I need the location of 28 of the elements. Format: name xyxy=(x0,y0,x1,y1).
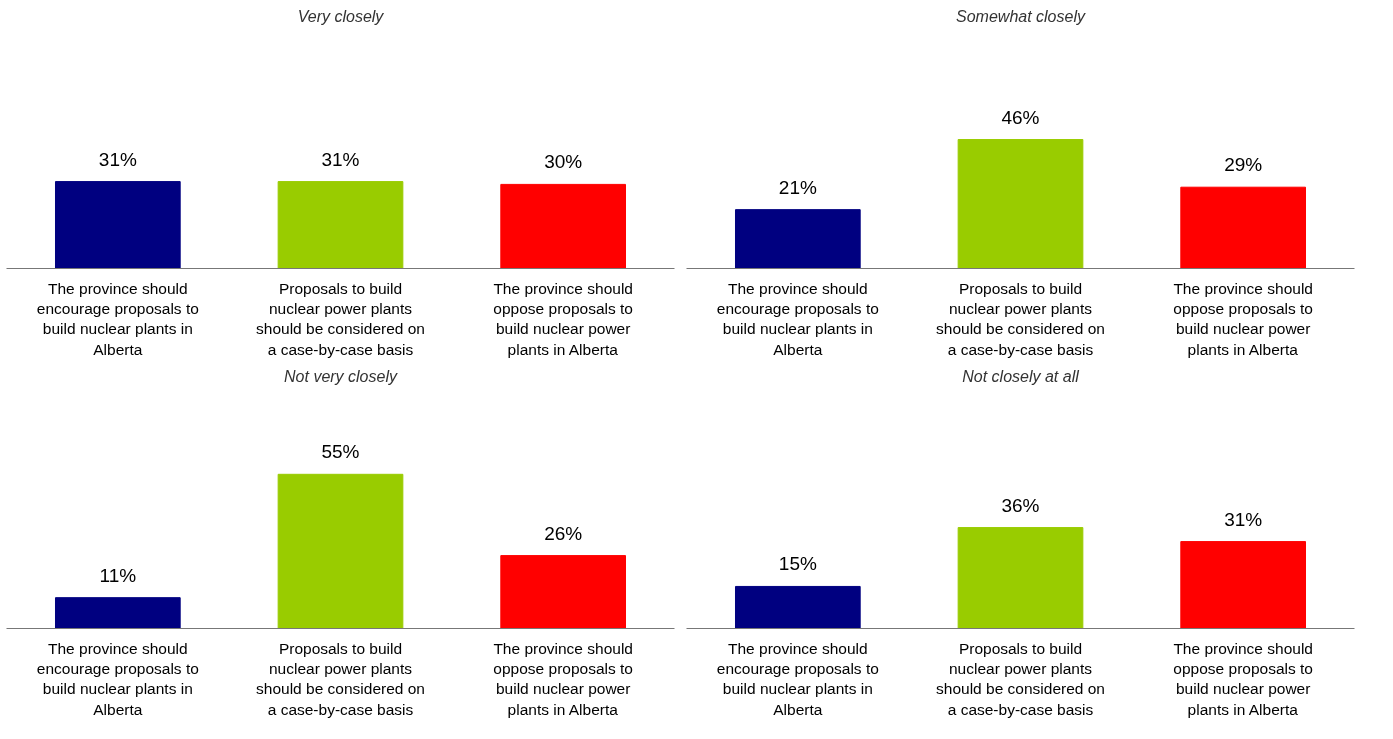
x-tick-label: The province should oppose proposals to build nuclear power plants in Alberta xyxy=(493,279,633,358)
x-tick-label: The province should encourage proposals to build nuclear plants in Alberta xyxy=(36,279,199,358)
x-tick-label: The province should oppose proposals to build nuclear power plants in Alberta xyxy=(493,639,633,718)
chart-title: Very closely xyxy=(297,7,385,25)
x-tick-label: The province should encourage proposals to build nuclear plants in Alberta xyxy=(716,639,879,718)
data-label: 46% xyxy=(1001,106,1040,128)
data-label: 31% xyxy=(321,148,360,170)
chart-title: Not closely at all xyxy=(962,367,1080,385)
data-label: 15% xyxy=(778,553,817,575)
chart-title: Not very closely xyxy=(284,367,398,385)
x-tick-label: Proposals to build nuclear power plants should be considered on a case-by-case basis xyxy=(936,279,1105,358)
data-label: 11% xyxy=(99,564,137,586)
data-label: 31% xyxy=(98,148,137,170)
x-tick-label: Proposals to build nuclear power plants should be considered on a case-by-case basis xyxy=(936,639,1105,718)
x-tick-label: The province should encourage proposals to build nuclear plants in Alberta xyxy=(36,639,199,718)
data-label: 29% xyxy=(1224,154,1263,176)
data-label: 21% xyxy=(778,176,817,198)
x-tick-label: Proposals to build nuclear power plants should be considered on a case-by-case basis xyxy=(256,279,425,358)
data-label: 30% xyxy=(544,151,583,173)
x-tick-label: The province should encourage proposals to build nuclear plants in Alberta xyxy=(716,279,879,358)
x-tick-label: The province should oppose proposals to build nuclear power plants in Alberta xyxy=(1173,639,1313,718)
x-tick-label: The province should oppose proposals to build nuclear power plants in Alberta xyxy=(1173,279,1313,358)
data-label: 31% xyxy=(1224,508,1263,530)
x-tick-label: Proposals to build nuclear power plants should be considered on a case-by-case basis xyxy=(256,639,425,718)
data-label: 26% xyxy=(544,522,583,544)
data-label: 55% xyxy=(321,441,360,463)
chart-title: Somewhat closely xyxy=(956,7,1086,25)
data-label: 36% xyxy=(1001,494,1040,516)
